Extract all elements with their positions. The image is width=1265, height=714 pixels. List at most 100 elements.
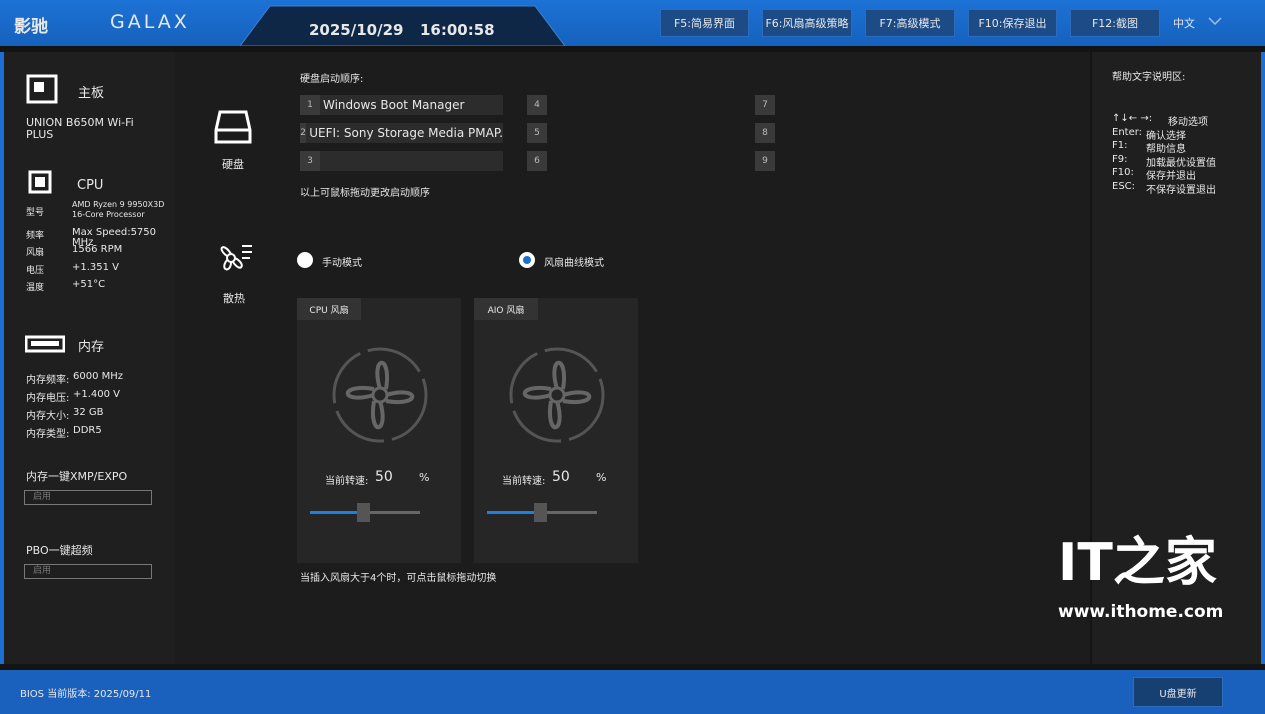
help-key: ↑↓← →:: [1112, 113, 1153, 124]
slot-index: 3: [300, 151, 320, 171]
boot-title: 硬盘启动顺序:: [300, 74, 364, 85]
footer-bar: [0, 670, 1265, 714]
cpu-label: 电压: [26, 265, 45, 276]
memory-label: 内存频率:: [26, 375, 70, 386]
slot-index: 8: [755, 123, 775, 143]
help-title: 帮助文字说明区:: [1112, 72, 1186, 83]
cpu-value: Max Speed:5750 MHz: [72, 226, 157, 248]
slot-index: 4: [527, 95, 547, 115]
slot-index: 5: [527, 123, 547, 143]
mode-label: 风扇曲线模式: [544, 258, 604, 269]
language-chevron[interactable]: [1208, 16, 1222, 26]
memory-value: 32 GB: [73, 407, 104, 418]
help-desc: 不保存设置退出: [1146, 184, 1216, 196]
update-button[interactable]: U盘更新: [1133, 677, 1223, 707]
cooling-label: 散热: [223, 292, 245, 305]
fan-icon: [332, 347, 428, 443]
bios-version: BIOS 当前版本: 2025/09/11: [20, 689, 152, 700]
mode-label: 手动模式: [322, 258, 362, 269]
help-desc: 移动选项: [1168, 117, 1208, 128]
slider-fill: [487, 511, 542, 514]
cpu-value: +1.351 V: [72, 261, 120, 273]
slot-name: Windows Boot Manager: [323, 98, 465, 112]
brand-en: GALAX: [110, 11, 190, 33]
pbo-label: PBO一键超频: [26, 544, 93, 557]
memory-label: 内存类型:: [26, 429, 70, 440]
cpu-label: 频率: [26, 230, 45, 241]
cpu-label: 温度: [26, 283, 45, 293]
memory-label: 内存大小:: [26, 411, 70, 422]
function-button[interactable]: F10:保存退出: [968, 9, 1057, 37]
disk-label: 硬盘: [222, 158, 244, 171]
fan-icon: [509, 347, 605, 443]
memory-title: 内存: [78, 340, 105, 355]
slot-index: 9: [755, 151, 775, 171]
cpu-value: AMD Ryzen 9 9950X3D 16-Core Processor: [72, 200, 165, 219]
brand-cn: 影驰: [14, 17, 48, 37]
function-button[interactable]: F6:风扇高级策略: [762, 9, 852, 37]
slider-fill: [310, 511, 365, 514]
motherboard-model: UNION B650M Wi-Fi PLUS: [26, 116, 134, 141]
slot-index: 7: [755, 95, 775, 115]
date-frame: [240, 5, 565, 46]
slot-name: UEFI: Sony Storage Media PMAP.: [309, 126, 503, 140]
slider-thumb[interactable]: [534, 503, 547, 522]
boot-slot[interactable]: 8: [755, 123, 775, 143]
function-button[interactable]: F5:简易界面: [660, 9, 749, 37]
boot-slot[interactable]: 6: [527, 151, 547, 171]
function-button[interactable]: F7:高级模式: [865, 9, 955, 37]
memory-value: +1.400 V: [73, 389, 121, 400]
cpu-value: +51°C: [72, 279, 106, 290]
memory-icon: [25, 335, 65, 353]
cpu-label: 型号: [26, 208, 45, 218]
help-desc: 加载最优设置值: [1146, 157, 1216, 169]
memory-label: 内存电压:: [26, 393, 70, 404]
help-key: F1:: [1112, 140, 1128, 151]
help-desc: 帮助信息: [1146, 144, 1186, 155]
watermark-url: www.ithome.com: [1058, 602, 1224, 622]
help-desc: 确认选择: [1146, 130, 1186, 142]
cpu-label: 风扇: [26, 248, 45, 258]
speed-value: 50: [552, 469, 570, 485]
fan-card: [297, 298, 461, 563]
fan-section-icon: [220, 245, 252, 271]
watermark-logo: IT之家: [1058, 533, 1217, 593]
left-panel: [0, 52, 175, 664]
fan-tab: AIO 风扇: [474, 298, 538, 320]
mode-radio[interactable]: [519, 252, 535, 268]
fan-graphic: [330, 345, 430, 449]
cpu-icon: [28, 170, 52, 194]
pbo-select[interactable]: 启用: [24, 564, 152, 579]
time: 16:00:58: [420, 21, 495, 39]
fan-tab: CPU 风扇: [297, 298, 361, 320]
boot-slot[interactable]: 4: [527, 95, 547, 115]
boot-slot[interactable]: 7: [755, 95, 775, 115]
motherboard-icon: [26, 74, 58, 104]
boot-slot[interactable]: 9: [755, 151, 775, 171]
slot-index: 1: [300, 95, 320, 115]
fan-graphic: [507, 345, 607, 449]
memory-value: 6000 MHz: [73, 371, 124, 382]
mode-radio[interactable]: [297, 252, 313, 268]
help-desc: 保存并退出: [1146, 171, 1196, 182]
xmp-select[interactable]: 启用: [24, 490, 152, 505]
help-key: F9:: [1112, 153, 1128, 165]
boot-slot[interactable]: 5: [527, 123, 547, 143]
cpu-title: CPU: [77, 178, 104, 193]
boot-slot[interactable]: 1 Windows Boot Manager: [300, 95, 503, 115]
boot-slot[interactable]: 2 UEFI: Sony Storage Media PMAP.: [300, 123, 503, 143]
speed-unit: %: [596, 471, 607, 484]
slider-thumb[interactable]: [357, 503, 370, 522]
function-button[interactable]: F12:截图: [1070, 9, 1160, 37]
slot-index: 6: [527, 151, 547, 171]
cpu-value: 1566 RPM: [72, 244, 123, 255]
cooling-hint: 当插入风扇大于4个时，可点击鼠标拖动切换: [300, 573, 497, 584]
disk-icon: [214, 110, 252, 144]
language[interactable]: 中文: [1173, 17, 1195, 30]
speed-label: 当前转速:: [502, 476, 546, 487]
memory-value: DDR5: [73, 425, 102, 436]
boot-slot[interactable]: 3: [300, 151, 503, 171]
date: 2025/10/29: [309, 21, 404, 39]
speed-label: 当前转速:: [325, 476, 369, 487]
